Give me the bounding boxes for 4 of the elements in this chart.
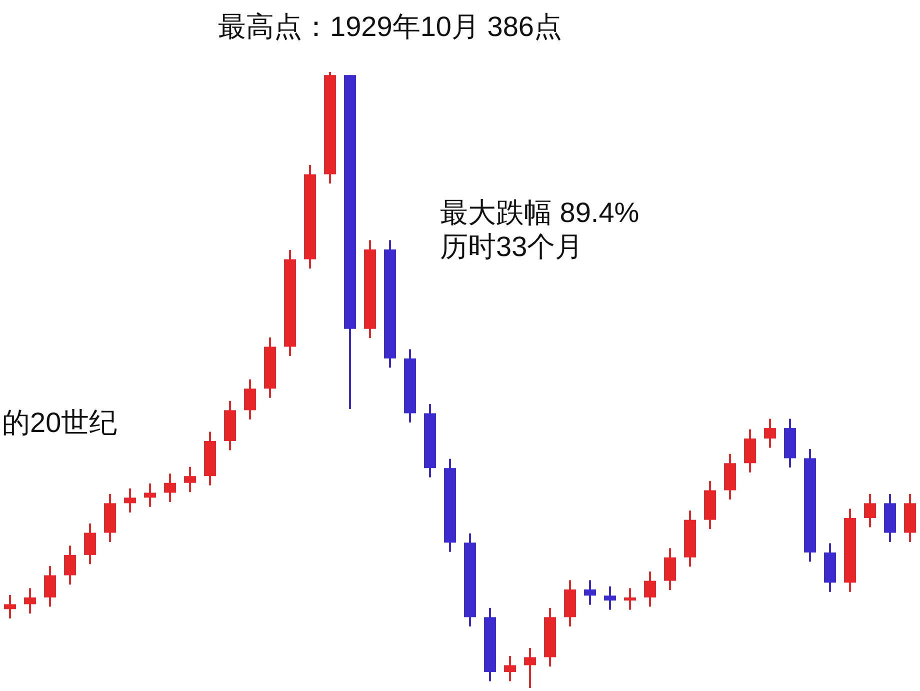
annotation: 的20世纪: [2, 407, 118, 438]
annotation: 历时33个月: [440, 231, 584, 262]
annotation: 最大跌幅 89.4%: [440, 197, 640, 228]
chart-title: 最高点：1929年10月 386点: [218, 11, 562, 42]
